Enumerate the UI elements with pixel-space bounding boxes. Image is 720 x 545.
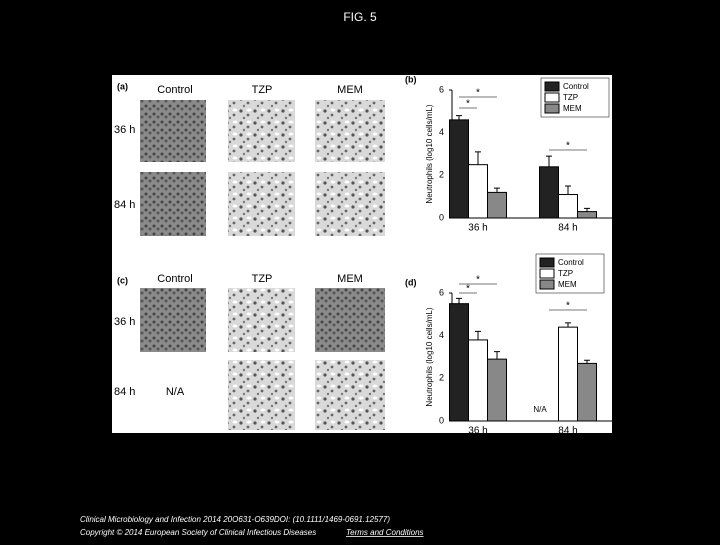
error-bar (456, 297, 462, 304)
micrographs: (a) (c) (b) (d) Control TZP MEM Control … (114, 74, 417, 430)
micrograph (315, 288, 385, 352)
legend-swatch (544, 81, 560, 92)
micrograph (140, 172, 206, 236)
missing-label: N/A (166, 386, 185, 398)
micrograph (315, 172, 385, 236)
legend-label: MEM (563, 104, 582, 113)
annotation: * (466, 99, 470, 110)
x-tick-label: 36 h (468, 426, 487, 437)
x-tick-label: 36 h (468, 223, 487, 234)
y-tick-label: 2 (439, 373, 444, 383)
panel-label: (a) (117, 81, 128, 91)
panel-label: (c) (117, 275, 128, 285)
micrograph (228, 360, 295, 430)
bar (468, 164, 488, 219)
bar (577, 362, 597, 422)
error-bar (456, 115, 462, 120)
micrograph (140, 100, 206, 162)
annotation: * (466, 284, 470, 295)
legend-label: MEM (558, 280, 577, 289)
annotation: * (566, 141, 570, 152)
y-tick-label: 0 (439, 212, 444, 222)
micrograph (228, 100, 295, 162)
y-axis-label: Neutrophils (log10 cells/mL) (425, 307, 434, 406)
error-bar (565, 185, 571, 195)
error-bar (584, 207, 590, 212)
y-tick-label: 4 (439, 127, 444, 137)
panel-label: (b) (405, 74, 417, 84)
panel-label: (d) (405, 277, 417, 287)
column-header: TZP (252, 84, 273, 96)
annotation: * (476, 88, 480, 99)
y-tick-label: 6 (439, 287, 444, 297)
error-bar (494, 351, 500, 360)
terms-link[interactable]: Terms and Conditions (346, 528, 424, 537)
micrograph (315, 100, 385, 162)
row-label: 36 h (114, 316, 135, 328)
citation: Clinical Microbiology and Infection 2014… (80, 515, 390, 524)
micrograph (315, 360, 385, 430)
legend-label: Control (563, 82, 589, 91)
annotation: N/A (533, 405, 547, 414)
annotation: * (566, 301, 570, 312)
annotation: * (476, 275, 480, 286)
legend-swatch (544, 92, 560, 103)
error-bar (475, 330, 481, 340)
bar (558, 194, 578, 219)
y-tick-label: 6 (439, 84, 444, 94)
bar (487, 191, 507, 219)
footer: Clinical Microbiology and Infection 2014… (80, 515, 424, 537)
bar (449, 303, 469, 422)
column-header: Control (157, 273, 192, 285)
row-label: 84 h (114, 386, 135, 398)
error-bar (546, 155, 552, 167)
y-axis-label: Neutrophils (log10 cells/mL) (425, 104, 434, 203)
legend-box (535, 253, 605, 294)
error-bar (565, 322, 571, 328)
legend-label: Control (558, 258, 584, 267)
row-label: 36 h (114, 124, 135, 136)
legend-box (540, 77, 610, 118)
bar (449, 119, 469, 219)
column-header: MEM (337, 273, 363, 285)
y-tick-label: 0 (439, 415, 444, 425)
error-bar (475, 151, 481, 165)
legend-swatch (539, 257, 555, 268)
bar (468, 339, 488, 422)
x-tick-label: 84 h (558, 223, 577, 234)
legend-swatch (539, 279, 555, 290)
column-header: TZP (252, 273, 273, 285)
bar (487, 358, 507, 422)
error-bar (494, 187, 500, 193)
legend-swatch (539, 268, 555, 279)
legend-swatch (544, 103, 560, 114)
bar (558, 326, 578, 422)
legend-label: TZP (558, 269, 573, 278)
copyright: Copyright © 2014 European Society of Cli… (80, 528, 316, 537)
slide-title: FIG. 5 (343, 10, 377, 24)
error-bar (584, 359, 590, 364)
column-header: MEM (337, 84, 363, 96)
micrograph (140, 288, 206, 352)
x-tick-label: 84 h (558, 426, 577, 437)
y-tick-label: 4 (439, 330, 444, 340)
y-tick-label: 2 (439, 170, 444, 180)
micrograph (228, 172, 295, 236)
row-label: 84 h (114, 199, 135, 211)
column-header: Control (157, 84, 192, 96)
bar (539, 166, 559, 219)
bar (577, 211, 597, 219)
legend-label: TZP (563, 93, 578, 102)
micrograph (228, 288, 295, 352)
